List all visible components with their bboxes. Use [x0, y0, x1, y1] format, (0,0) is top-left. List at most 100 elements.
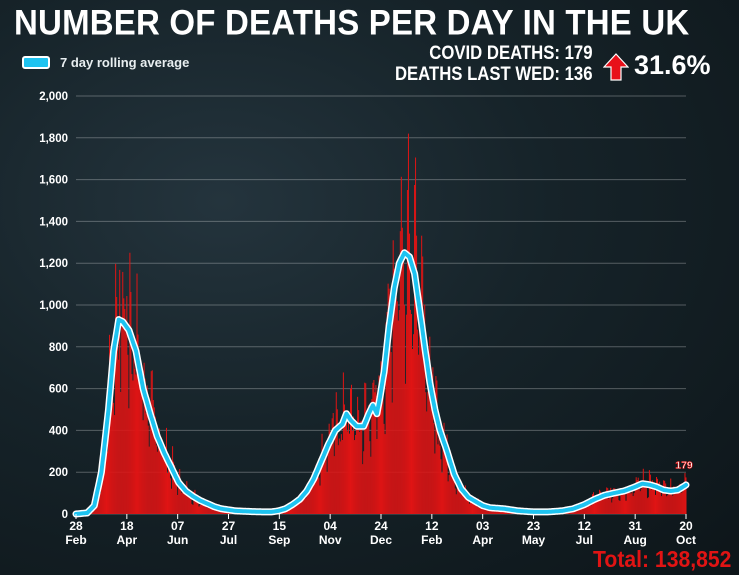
bar — [315, 464, 317, 514]
bars-group — [79, 133, 687, 515]
bar — [194, 489, 196, 514]
bar — [319, 485, 321, 514]
bar — [658, 483, 660, 514]
bar — [451, 475, 453, 514]
bar — [619, 500, 621, 514]
bar — [470, 495, 472, 514]
bar — [477, 506, 479, 514]
bar — [346, 431, 348, 514]
bar — [352, 431, 354, 514]
bar — [112, 354, 114, 514]
bar — [121, 323, 123, 514]
bar — [676, 489, 678, 514]
x-tick-day: 20 — [679, 519, 693, 533]
bar — [648, 470, 650, 514]
bar — [587, 499, 589, 514]
bar — [205, 503, 207, 514]
bar — [399, 231, 401, 515]
bar — [430, 393, 432, 514]
bar — [136, 273, 138, 514]
bar — [442, 428, 444, 514]
x-tick-month: Feb — [65, 533, 86, 547]
bar — [361, 420, 363, 514]
bar — [609, 490, 611, 514]
bar — [167, 473, 168, 514]
y-tick-label: 800 — [49, 342, 68, 354]
deaths-last-wed-stat: DEATHS LAST WED: 136 — [395, 64, 593, 85]
bar — [134, 368, 136, 514]
bar — [177, 494, 179, 514]
bar — [621, 489, 623, 514]
total-deaths: Total: 138,852 — [592, 546, 731, 572]
bar — [188, 488, 190, 514]
bar — [110, 386, 112, 514]
bar — [192, 504, 194, 514]
bar — [452, 473, 454, 514]
bar — [310, 479, 312, 514]
bar — [168, 464, 170, 514]
bar — [642, 468, 644, 514]
x-tick-month: Oct — [676, 533, 696, 547]
bar — [402, 249, 404, 514]
bar — [411, 314, 412, 514]
bar — [115, 263, 117, 514]
bar — [296, 503, 298, 514]
bar — [114, 415, 116, 514]
bar — [173, 461, 175, 514]
bar — [583, 507, 585, 514]
bar — [431, 403, 433, 514]
bar — [191, 503, 193, 514]
x-tick-month: Sep — [268, 533, 290, 547]
bar — [357, 396, 359, 514]
bar — [340, 434, 342, 514]
bar — [450, 460, 452, 514]
bar — [649, 474, 651, 514]
x-tick-day: 07 — [171, 519, 185, 533]
bar — [383, 423, 385, 514]
bar — [356, 423, 358, 514]
bar — [350, 388, 351, 514]
bar — [590, 505, 592, 514]
bar — [379, 391, 381, 514]
bar — [330, 431, 332, 514]
bar — [679, 483, 681, 514]
bar — [585, 501, 587, 514]
bar — [428, 370, 430, 514]
bar — [415, 157, 417, 514]
x-tick-day: 12 — [425, 519, 439, 533]
bar — [187, 489, 189, 514]
bar — [300, 493, 302, 514]
bar — [403, 304, 405, 514]
bar — [139, 369, 141, 514]
bar — [624, 492, 626, 514]
bar — [635, 477, 637, 514]
bar — [473, 497, 475, 514]
bar — [378, 375, 380, 514]
bar — [183, 485, 185, 514]
bar — [196, 501, 198, 514]
bar — [200, 497, 202, 514]
bar — [337, 445, 339, 514]
bar — [292, 504, 294, 514]
x-tick-day: 03 — [476, 519, 490, 533]
bar — [135, 374, 137, 514]
bar — [303, 494, 305, 514]
bar — [153, 407, 155, 514]
bar — [331, 418, 333, 514]
bar — [653, 486, 655, 514]
bar — [643, 482, 645, 514]
bar — [338, 438, 340, 514]
bar — [133, 348, 135, 514]
legend: 7 day rolling average — [22, 55, 189, 70]
y-tick-label: 2,000 — [39, 91, 68, 103]
bar — [646, 498, 648, 514]
bar — [370, 456, 372, 514]
bar — [339, 441, 341, 514]
bar — [169, 460, 171, 514]
bar — [417, 329, 419, 514]
bar — [395, 297, 397, 514]
bar — [640, 488, 642, 514]
bar — [172, 446, 174, 514]
bar — [439, 445, 441, 514]
bar — [420, 307, 422, 514]
